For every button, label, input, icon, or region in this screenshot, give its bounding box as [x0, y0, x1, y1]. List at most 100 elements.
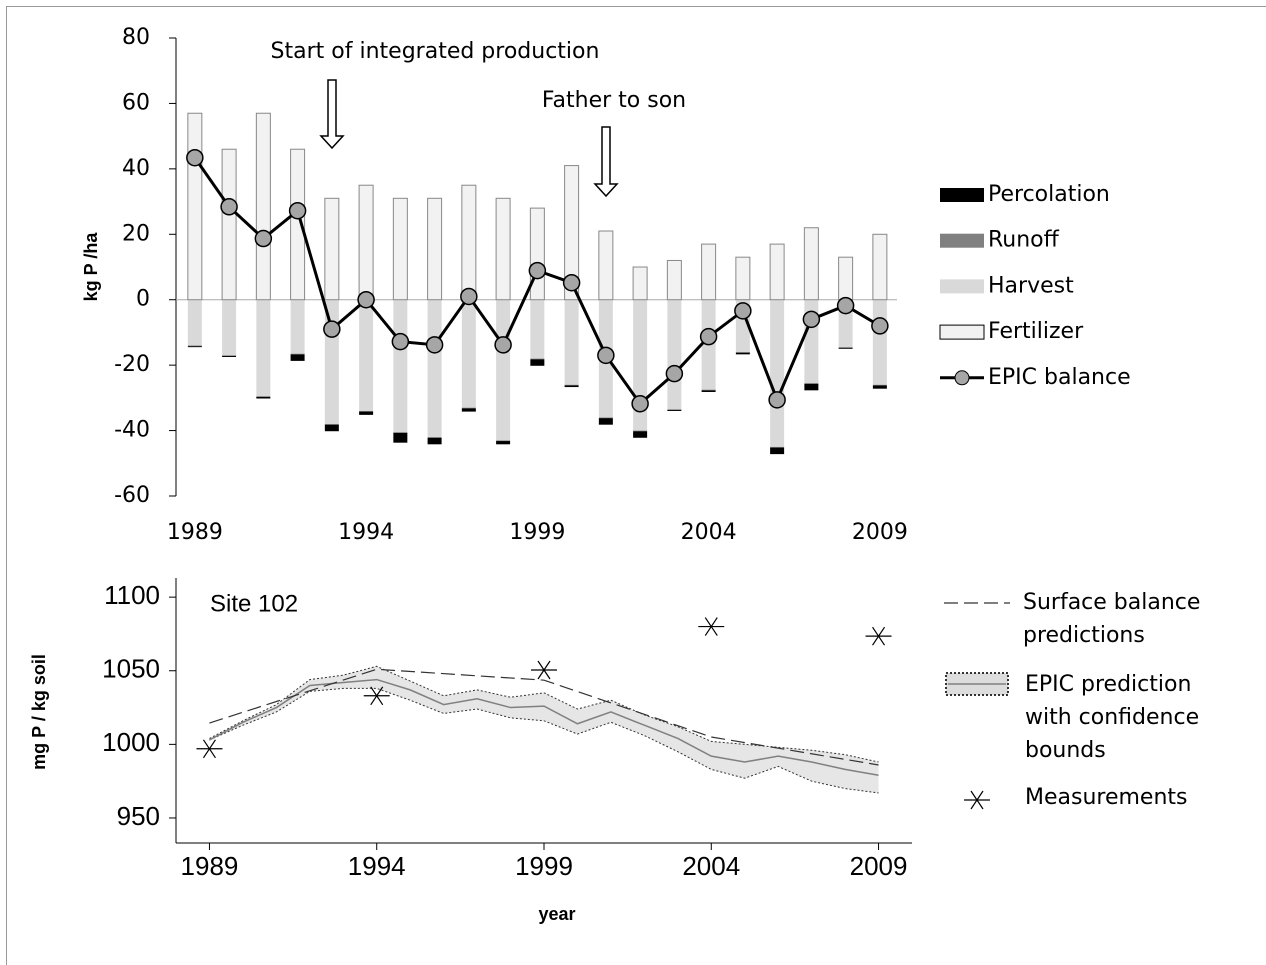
x-tick-label: 2009 [852, 520, 908, 545]
star-stroke [202, 739, 216, 759]
bar-segment [701, 390, 716, 392]
marker [254, 229, 273, 248]
legend-label: Percolation [988, 182, 1110, 207]
bar [392, 197, 408, 301]
bar-segment [530, 358, 545, 360]
marker [323, 320, 341, 338]
bar-segment [564, 384, 579, 386]
marker [665, 364, 684, 383]
legend-label: Runoff [988, 228, 1060, 253]
bar-segment [187, 299, 202, 346]
bar-segment [872, 299, 887, 385]
y-tick-label: 950 [117, 801, 160, 831]
bar-segment [804, 383, 819, 391]
legend-swatch [940, 279, 984, 294]
legend-marker [954, 370, 970, 386]
annotation: Start of integrated production [271, 39, 600, 64]
y-tick-label: 1050 [102, 654, 160, 684]
y-tick-label: -40 [114, 418, 150, 443]
legend-label: Fertilizer [988, 319, 1084, 344]
marker [802, 310, 821, 329]
bar-segment [804, 383, 819, 384]
bar-segment [770, 299, 785, 447]
bar [324, 197, 340, 301]
bar-segment [530, 359, 545, 366]
y-axis-label: mg P / kg soil [29, 654, 49, 770]
bar-segment [667, 409, 682, 410]
bar [769, 243, 785, 301]
annotation: Father to son [542, 88, 686, 113]
measurement [196, 739, 223, 759]
bar-segment [633, 431, 648, 438]
x-tick-label: 1989 [181, 851, 239, 881]
legend-label: Harvest [988, 273, 1074, 298]
bar-segment [838, 347, 853, 349]
bar-segment [770, 447, 785, 455]
bar-segment [427, 437, 442, 438]
bar [666, 259, 682, 301]
marker [528, 261, 547, 280]
confidence-bound [209, 687, 879, 794]
y-tick-label: -60 [114, 483, 150, 508]
legend-label: EPIC prediction with confidence bounds [1025, 672, 1200, 763]
bar-segment [222, 355, 237, 356]
marker [699, 327, 718, 346]
measurement [865, 626, 892, 646]
bar-segment [461, 299, 476, 408]
x-tick-label: 2009 [850, 851, 908, 881]
y-tick-label: 60 [122, 90, 150, 115]
bar-segment [222, 355, 237, 357]
bar [255, 112, 271, 301]
arrow [593, 126, 619, 198]
bar-segment [393, 432, 408, 433]
marker [562, 273, 581, 292]
marker [597, 346, 615, 365]
bar-segment [564, 385, 579, 388]
marker [871, 317, 889, 335]
marker [288, 201, 307, 220]
star-stroke [370, 686, 384, 706]
legend-label: EPIC balance [988, 365, 1131, 390]
y-axis-label: kg P /ha [81, 232, 101, 302]
legend-swatch [940, 188, 984, 202]
confidence-bound [209, 665, 879, 763]
bar [529, 207, 545, 301]
y-tick-label: 80 [122, 25, 150, 50]
bar [632, 266, 648, 301]
bar [358, 184, 374, 301]
bar-segment [770, 446, 785, 448]
x-tick-label: 2004 [681, 520, 737, 545]
bar-segment [290, 299, 305, 354]
y-tick-label: 0 [136, 287, 150, 312]
bar-segment [667, 299, 682, 410]
bar [290, 148, 306, 301]
bar-segment [359, 410, 374, 412]
bar-segment [324, 424, 339, 425]
bar-segment [530, 299, 545, 359]
x-tick-label: 1994 [348, 851, 406, 881]
bar-segment [324, 424, 339, 432]
y-tick-label: 20 [122, 221, 150, 246]
star-stroke [537, 660, 551, 680]
marker [425, 336, 444, 354]
bar-segment [496, 299, 511, 441]
bar [461, 184, 477, 301]
x-axis-label: year [538, 904, 575, 924]
bar-segment [222, 299, 237, 356]
x-tick-label: 1994 [338, 520, 394, 545]
bar-segment [359, 411, 374, 415]
marker [734, 302, 752, 320]
legend-swatch [940, 233, 984, 248]
measurement [363, 686, 390, 706]
annotation: Site 102 [210, 590, 298, 617]
bar-segment [256, 396, 271, 397]
marker [631, 394, 649, 413]
star-stroke [704, 617, 718, 636]
bar-segment [735, 352, 750, 353]
star-stroke [872, 626, 886, 646]
marker [836, 296, 855, 315]
bar-segment [461, 408, 476, 412]
bar [735, 256, 751, 301]
